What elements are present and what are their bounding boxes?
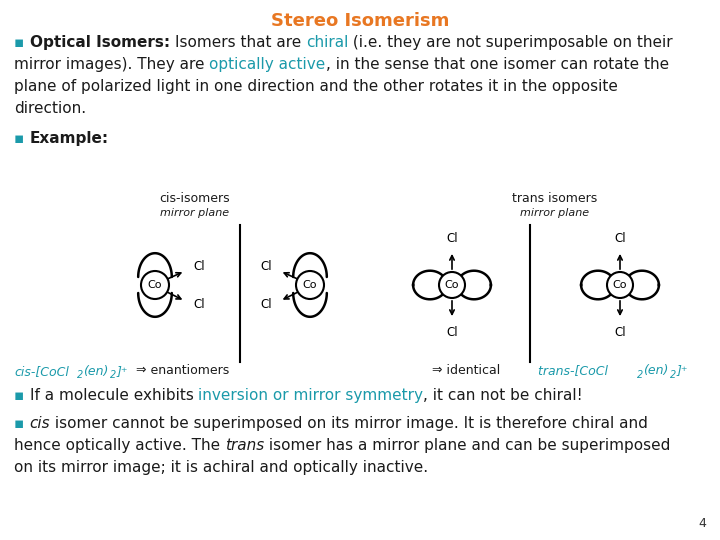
Text: ⇒ identical: ⇒ identical <box>432 364 500 377</box>
Text: Example:: Example: <box>30 131 109 146</box>
Text: trans isomers: trans isomers <box>513 192 598 205</box>
Text: ▪: ▪ <box>14 388 30 403</box>
Text: Co: Co <box>148 280 162 290</box>
Text: ▪: ▪ <box>14 35 30 50</box>
Polygon shape <box>138 253 172 277</box>
Text: 4: 4 <box>698 517 706 530</box>
Text: ▪: ▪ <box>14 131 30 146</box>
Text: ]⁺: ]⁺ <box>676 364 688 377</box>
Text: 2: 2 <box>77 370 84 380</box>
Text: Cl: Cl <box>446 326 458 339</box>
Text: (en): (en) <box>643 364 668 377</box>
Text: Co: Co <box>613 280 627 290</box>
Text: Cl: Cl <box>193 299 204 312</box>
Polygon shape <box>581 271 615 299</box>
Text: optically active: optically active <box>210 57 325 72</box>
Text: Cl: Cl <box>614 326 626 339</box>
Text: Co: Co <box>302 280 318 290</box>
Text: ▪: ▪ <box>14 416 30 431</box>
Text: ]⁺: ]⁺ <box>116 365 127 378</box>
Text: Optical Isomers:: Optical Isomers: <box>30 35 175 50</box>
Text: mirror images). They are: mirror images). They are <box>14 57 210 72</box>
Polygon shape <box>293 253 327 277</box>
Text: trans: trans <box>225 438 264 453</box>
Polygon shape <box>625 271 659 299</box>
Text: on its mirror image; it is achiral and optically inactive.: on its mirror image; it is achiral and o… <box>14 460 428 475</box>
Text: (i.e. they are not superimposable on their: (i.e. they are not superimposable on the… <box>348 35 673 50</box>
Polygon shape <box>457 271 491 299</box>
Text: (en): (en) <box>83 365 109 378</box>
Text: plane of polarized light in one direction and the other rotates it in the opposi: plane of polarized light in one directio… <box>14 79 618 94</box>
Text: Cl: Cl <box>614 233 626 246</box>
Text: cis-[CoCl: cis-[CoCl <box>14 365 69 378</box>
Polygon shape <box>293 293 327 317</box>
Text: chiral: chiral <box>306 35 348 50</box>
Text: isomer cannot be superimposed on its mirror image. It is therefore chiral and: isomer cannot be superimposed on its mir… <box>50 416 648 431</box>
Text: If a molecule exhibits: If a molecule exhibits <box>30 388 199 403</box>
Text: 2: 2 <box>110 370 116 380</box>
Text: isomer has a mirror plane and can be superimposed: isomer has a mirror plane and can be sup… <box>264 438 670 453</box>
Polygon shape <box>138 293 172 317</box>
Circle shape <box>296 271 324 299</box>
Text: cis-isomers: cis-isomers <box>160 192 230 205</box>
Text: hence optically active. The: hence optically active. The <box>14 438 225 453</box>
Text: Cl: Cl <box>260 260 272 273</box>
Text: Stereo Isomerism: Stereo Isomerism <box>271 12 449 30</box>
Text: Cl: Cl <box>193 260 204 273</box>
Circle shape <box>607 272 633 298</box>
Text: Co: Co <box>445 280 459 290</box>
Text: mirror plane: mirror plane <box>161 208 230 218</box>
Circle shape <box>439 272 465 298</box>
Text: trans-[CoCl: trans-[CoCl <box>530 364 608 377</box>
Text: Cl: Cl <box>446 233 458 246</box>
Text: 2: 2 <box>637 370 643 380</box>
Text: direction.: direction. <box>14 101 86 116</box>
Text: inversion or mirror symmetry: inversion or mirror symmetry <box>199 388 423 403</box>
Text: 2: 2 <box>670 370 676 380</box>
Text: , in the sense that one isomer can rotate the: , in the sense that one isomer can rotat… <box>325 57 669 72</box>
Polygon shape <box>413 271 447 299</box>
Text: cis: cis <box>30 416 50 431</box>
Text: , it can not be chiral!: , it can not be chiral! <box>423 388 583 403</box>
Text: ⇒ enantiomers: ⇒ enantiomers <box>132 364 229 377</box>
Circle shape <box>141 271 169 299</box>
Text: Isomers that are: Isomers that are <box>175 35 306 50</box>
Text: Cl: Cl <box>260 299 272 312</box>
Text: mirror plane: mirror plane <box>521 208 590 218</box>
